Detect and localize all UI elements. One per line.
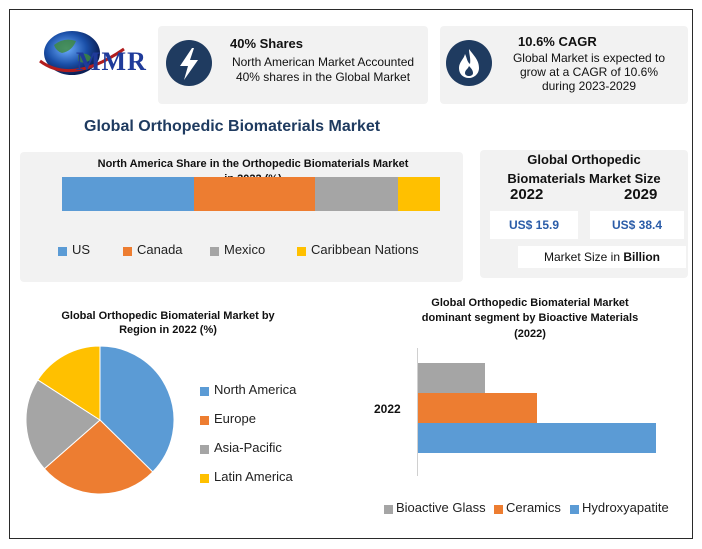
legend-swatch-us <box>58 247 67 256</box>
pie-legend: North America Europe Asia-Pacific Latin Ame… <box>200 382 330 502</box>
bar-legend-swatch-hydroxyapatite <box>570 505 579 514</box>
bar-chart-category-label: 2022 <box>374 402 401 416</box>
stat-title-cagr: 10.6% CAGR <box>518 34 597 49</box>
bar-legend-label-ceramics: Ceramics <box>506 500 561 515</box>
legend-swatch-mexico <box>210 247 219 256</box>
pie-slice-north-america <box>99 345 175 473</box>
bar-chart-title-1: Global Orthopedic Biomaterial Market <box>431 297 629 309</box>
stacked-bar-card: North America Share in the Orthopedic Bi… <box>20 152 463 282</box>
stacked-segment-us <box>62 177 195 211</box>
value-start: US$ 15.9 <box>490 211 578 239</box>
mmr-logo: MMR <box>32 25 152 85</box>
pie-chart-title-2: Region in 2022 (%) <box>119 324 217 336</box>
stat-text-shares-1: North American Market Accounted <box>231 55 415 69</box>
lightning-icon <box>166 40 212 86</box>
globe-icon <box>39 31 125 75</box>
pie-legend-swatch-north-america <box>200 387 209 396</box>
pie-slice-asia-pacific <box>25 379 101 470</box>
legend-swatch-caribbean-nations <box>297 247 306 256</box>
flame-icon <box>446 40 492 86</box>
stacked-segment-canada <box>194 177 316 211</box>
stat-title-shares: 40% Shares <box>230 36 303 51</box>
market-size-unit: Market Size in Billion <box>518 246 686 268</box>
bar-ceramics <box>418 393 538 423</box>
infographic-frame: MMR 40% Shares North American Market Acc… <box>9 9 693 539</box>
bar-legend-label-hydroxyapatite: Hydroxyapatite <box>582 500 669 515</box>
pie-legend-label-asia-pacific: Asia-Pacific <box>214 440 282 455</box>
legend-swatch-canada <box>123 247 132 256</box>
stacked-bar <box>62 177 440 211</box>
pie-legend-swatch-europe <box>200 416 209 425</box>
market-size-unit-prefix: Market Size in <box>543 250 624 264</box>
pie-chart-title-1: Global Orthopedic Biomaterial Market by <box>61 310 275 322</box>
pie-legend-label-europe: Europe <box>214 411 256 426</box>
stacked-segment-mexico <box>315 177 399 211</box>
page-title: Global Orthopedic Biomaterials Market <box>84 118 381 135</box>
market-size-card: Global Orthopedic Biomaterials Market Si… <box>480 150 688 278</box>
pie-legend-label-latin-america: Latin America <box>214 469 293 484</box>
market-size-unit-bold: Billion <box>623 250 661 264</box>
bar-chart-axis-line <box>417 348 418 476</box>
legend-label-mexico: Mexico <box>224 242 266 257</box>
stat-text-cagr-3: during 2023-2029 <box>541 79 637 93</box>
pie-legend-swatch-asia-pacific <box>200 445 209 454</box>
legend-label-us: US <box>72 242 91 257</box>
pie-slice-latin-america <box>37 345 101 421</box>
bar-chart-legend: Bioactive Glass Ceramics Hydroxyapatite <box>384 500 684 520</box>
bar-bioactive-glass <box>418 363 485 393</box>
legend-label-canada: Canada <box>137 242 183 257</box>
bar-legend-swatch-ceramics <box>494 505 503 514</box>
pie-slice-europe <box>43 419 154 495</box>
stacked-segment-caribbean-nations <box>398 177 440 211</box>
legend-label-caribbean-nations: Caribbean Nations <box>311 242 419 257</box>
year-start: 2022 <box>510 186 544 203</box>
stacked-legend: US Canada Mexico Caribbean Nations <box>20 242 463 262</box>
bar-chart-title-3: (2022) <box>514 328 546 340</box>
logo-text: MMR <box>76 47 147 76</box>
stat-card-cagr: 10.6% CAGR Global Market is expected to … <box>440 26 688 104</box>
market-size-title-2: Biomaterials Market Size <box>507 171 661 186</box>
pie-legend-label-north-america: North America <box>214 382 297 397</box>
stat-text-cagr-1: Global Market is expected to <box>512 51 666 65</box>
pie-chart <box>25 345 175 495</box>
bar-legend-label-bioactive-glass: Bioactive Glass <box>396 500 486 515</box>
year-end: 2029 <box>624 186 658 203</box>
stat-text-shares-2: 40% shares in the Global Market <box>235 70 411 84</box>
bar-hydroxyapatite <box>418 423 657 453</box>
pie-legend-swatch-latin-america <box>200 474 209 483</box>
stat-card-shares: 40% Shares North American Market Account… <box>158 26 428 104</box>
bar-chart-bars <box>418 363 688 455</box>
value-end: US$ 38.4 <box>590 211 684 239</box>
bar-legend-swatch-bioactive-glass <box>384 505 393 514</box>
market-size-title-1: Global Orthopedic <box>527 152 641 167</box>
bar-chart-title-2: dominant segment by Bioactive Materials <box>421 312 639 324</box>
stat-text-cagr-2: grow at a CAGR of 10.6% <box>519 65 659 79</box>
stacked-chart-title-1: North America Share in the Orthopedic Bi… <box>97 158 409 170</box>
